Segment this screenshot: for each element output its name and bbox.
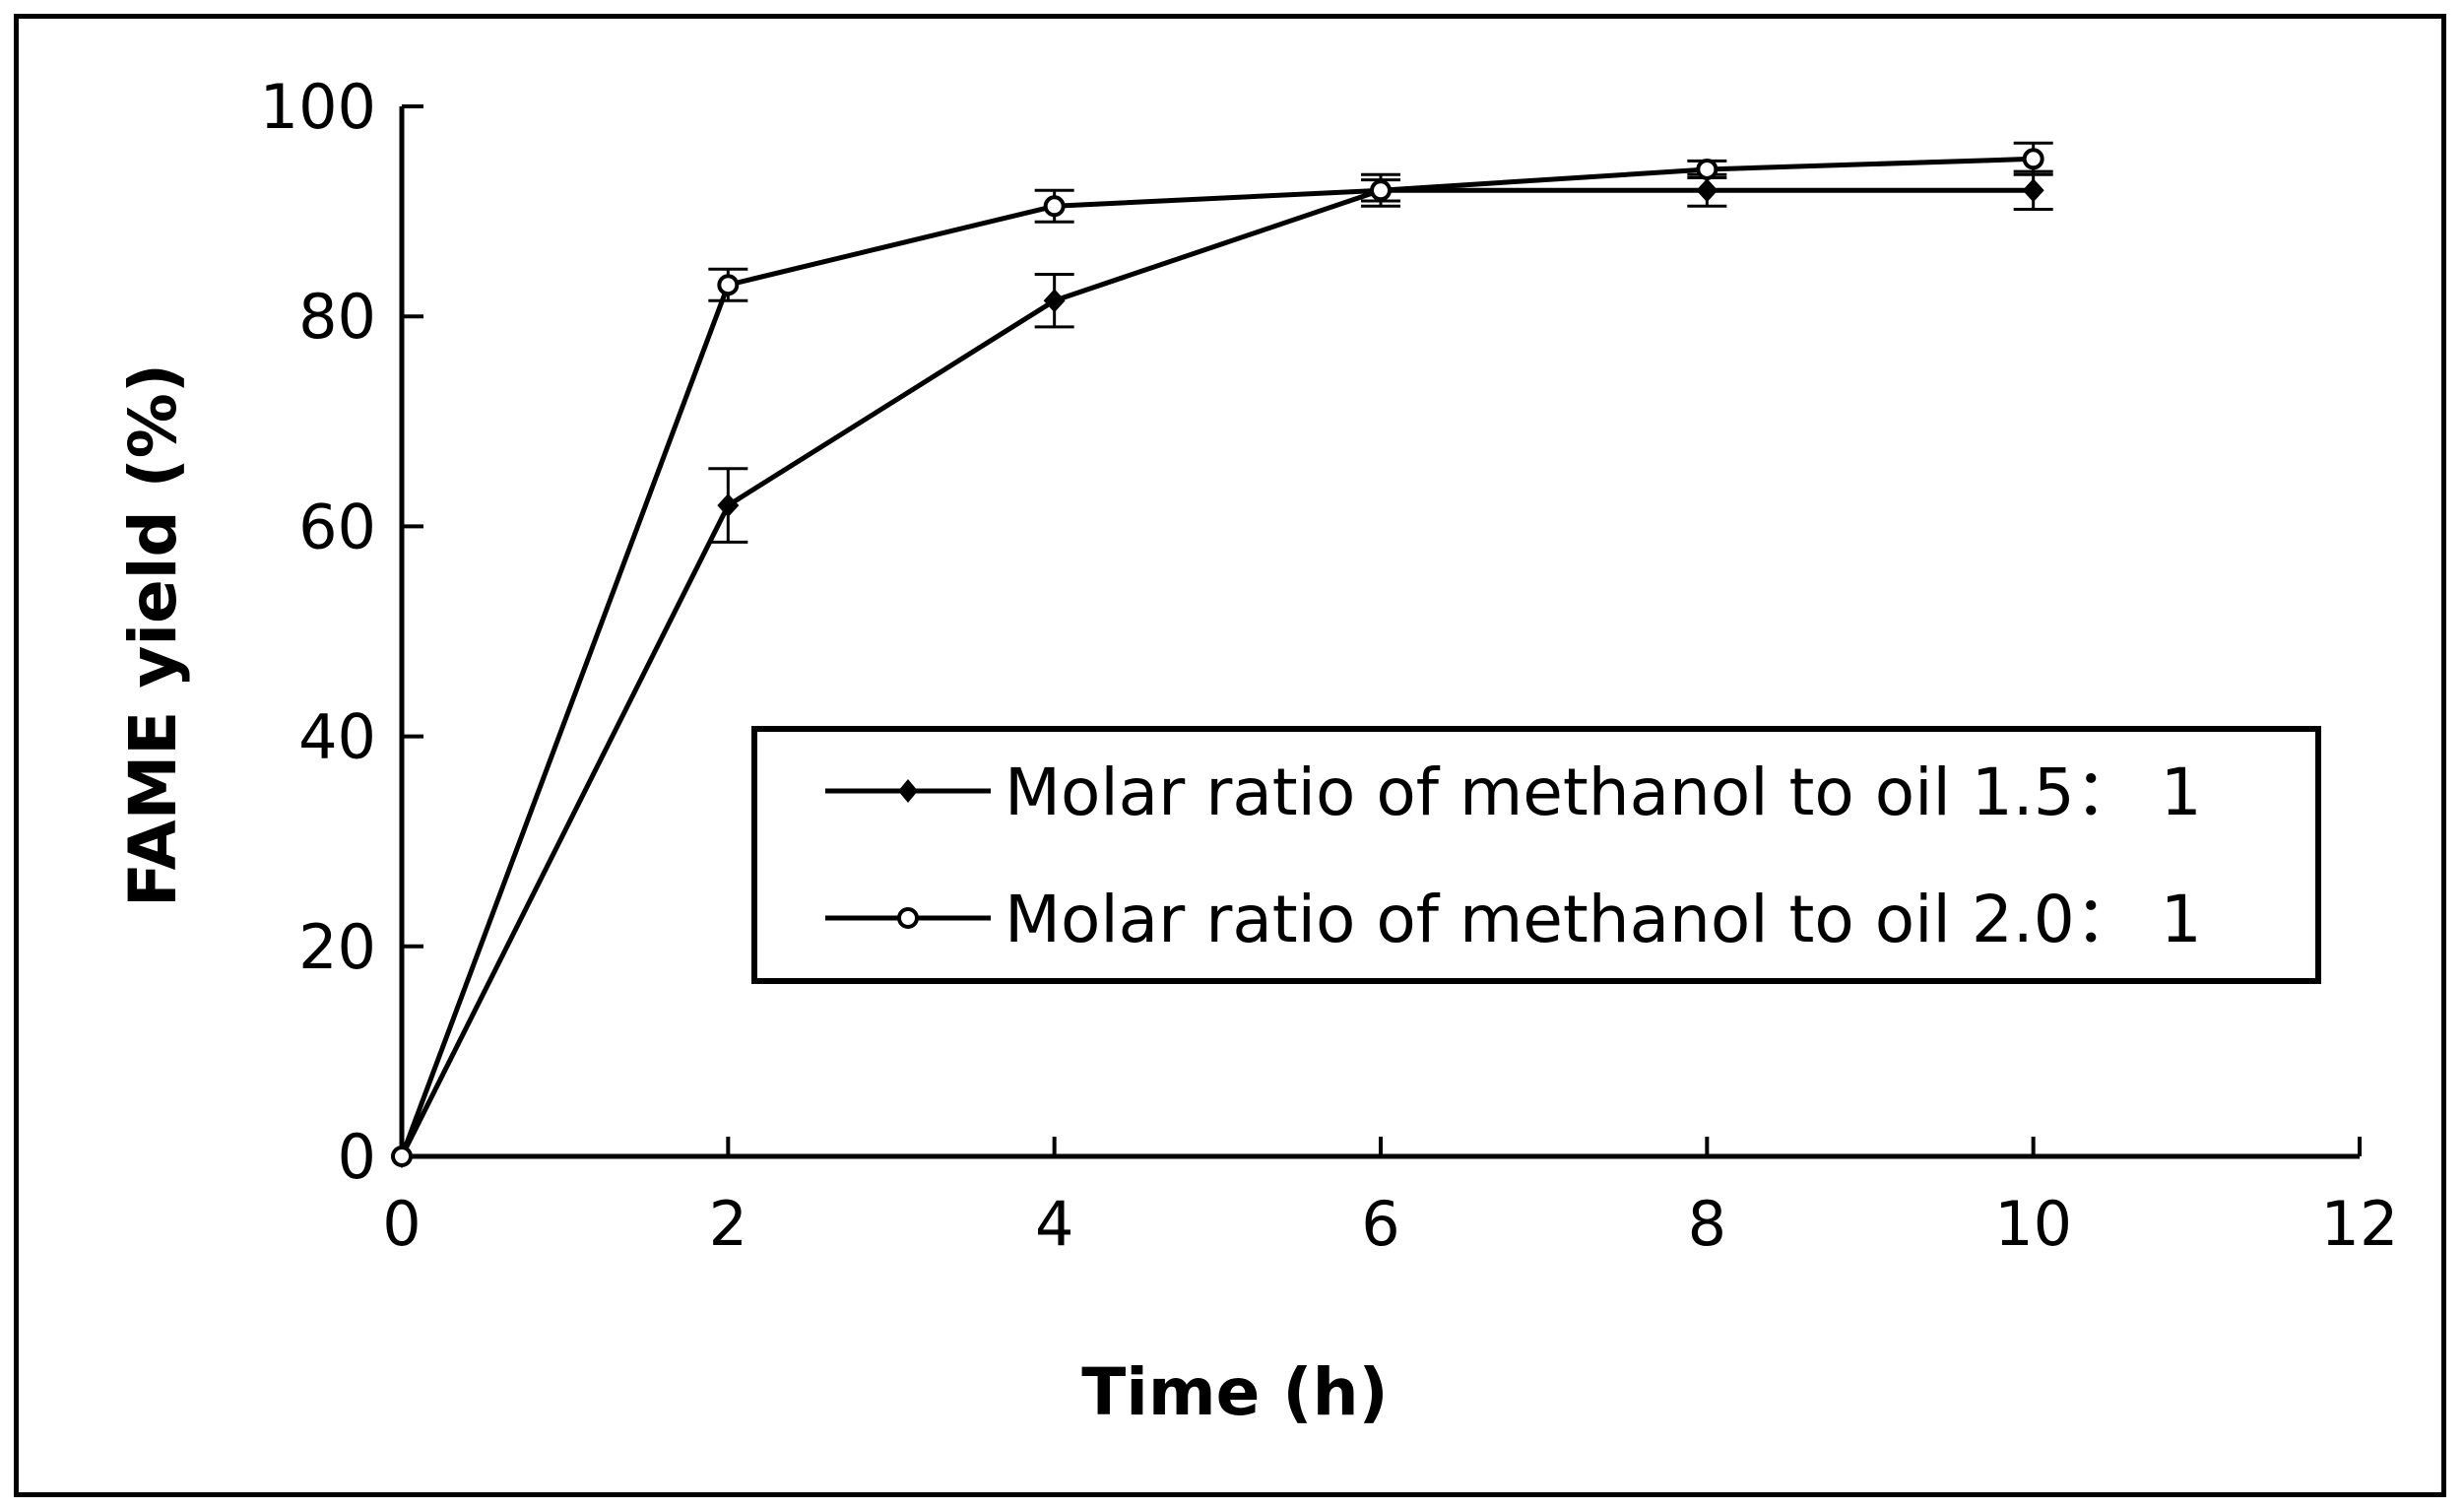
data-point (1043, 289, 1066, 313)
data-point (1043, 195, 1066, 218)
data-point (1370, 179, 1392, 202)
x-axis-title: Time (h) (1081, 1354, 1388, 1430)
y-tick-label: 40 (298, 701, 376, 773)
legend-box (751, 726, 2321, 984)
legend-marker-1 (898, 779, 918, 803)
y-tick-label: 20 (298, 911, 376, 983)
data-point (717, 493, 740, 518)
x-tick-label: 0 (382, 1188, 421, 1260)
y-tick-label: 0 (338, 1121, 376, 1193)
axes: 0 2 4 6 8 10 12 0 20 40 60 80 100 (260, 71, 2399, 1260)
y-axis-title: FAME yield (%) (115, 363, 191, 907)
data-point (1696, 158, 1718, 180)
x-tick-label: 2 (709, 1188, 747, 1260)
series-2 (391, 141, 2053, 1167)
y-tick-label: 100 (260, 71, 376, 143)
series-layer (391, 141, 2053, 1168)
series-1 (391, 169, 2053, 1168)
data-point (717, 274, 740, 296)
x-tick-label: 12 (2321, 1188, 2399, 1260)
y-tick-label: 60 (298, 491, 376, 562)
x-tick-label: 4 (1035, 1188, 1073, 1260)
legend-label-1: Molar ratio of methanol to oil 1.5： 1 (1005, 754, 2202, 830)
legend-label-2: Molar ratio of methanol to oil 2.0： 1 (1005, 882, 2202, 957)
data-point (2022, 178, 2044, 203)
x-tick-label: 6 (1361, 1188, 1399, 1260)
legend: Molar ratio of methanol to oil 1.5： 1 Mo… (751, 726, 2321, 984)
data-point (1696, 178, 1718, 203)
series-line (399, 187, 2034, 1158)
data-point (2022, 148, 2044, 170)
x-tick-label: 8 (1688, 1188, 1726, 1260)
y-tick-label: 80 (298, 281, 376, 353)
legend-marker-2 (897, 907, 919, 929)
series-line (399, 156, 2034, 1157)
x-tick-label: 10 (1994, 1188, 2072, 1260)
data-point (391, 1146, 413, 1167)
